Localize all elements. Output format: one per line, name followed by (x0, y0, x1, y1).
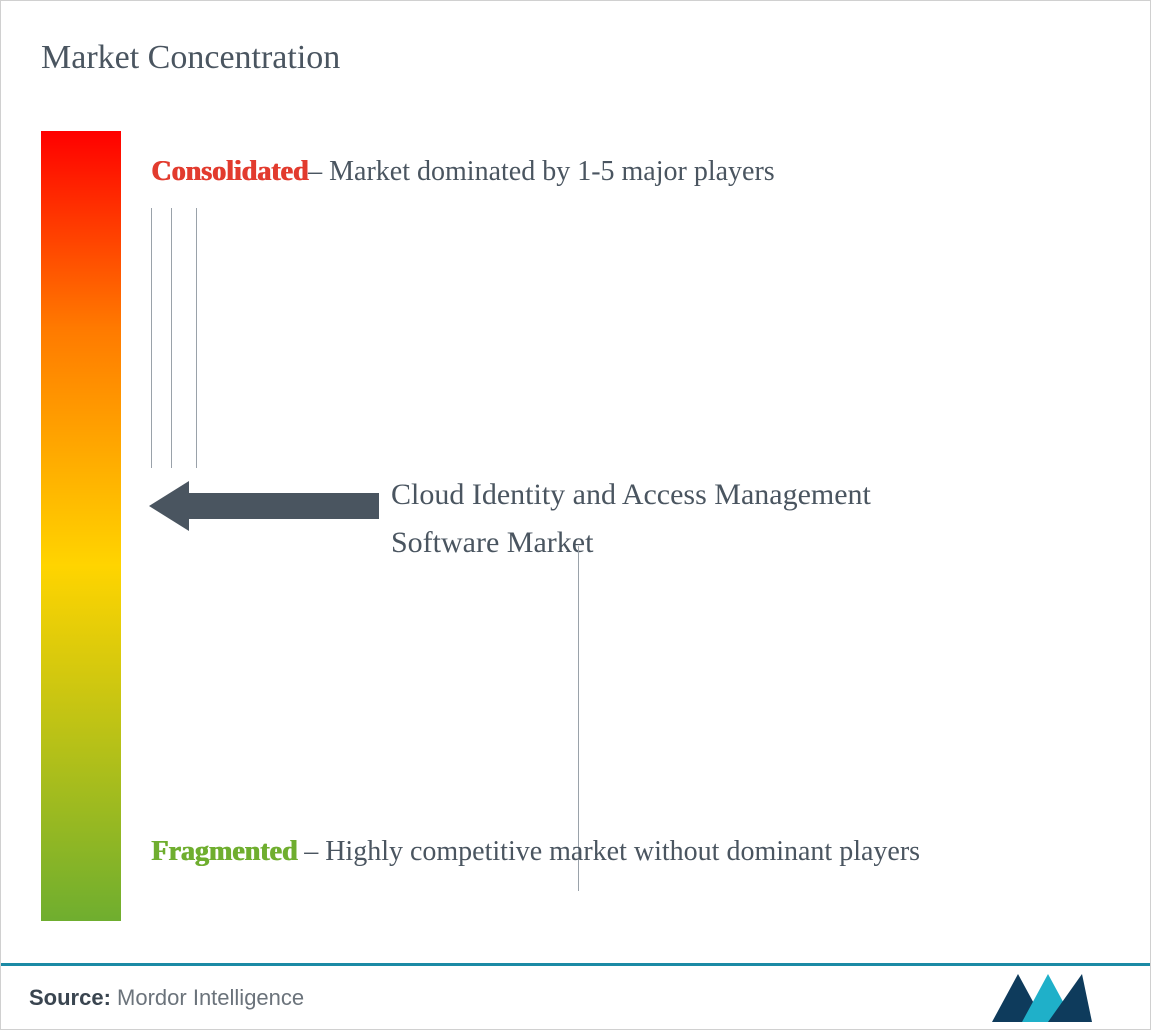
arrow-shaft (187, 493, 379, 519)
concentration-gradient-bar (41, 131, 121, 921)
market-name-label: Cloud Identity and Access Management Sof… (391, 471, 871, 567)
fragmented-description: Fragmented – Highly competitive market w… (151, 821, 951, 883)
fragmented-label: Fragmented (151, 836, 297, 867)
page-title: Market Concentration (41, 39, 340, 77)
fragmented-desc-text: – Highly competitive market without domi… (297, 836, 920, 867)
footer-bar: Source: Mordor Intelligence (1, 963, 1150, 1029)
tick-line (171, 208, 172, 468)
source-label: Source: (29, 985, 111, 1010)
tick-line (151, 208, 152, 468)
arrow-head-icon (149, 481, 189, 531)
tick-line (196, 208, 197, 468)
infographic-container: Market Concentration Consolidated– Marke… (0, 0, 1151, 1030)
consolidated-description: Consolidated– Market dominated by 1-5 ma… (151, 141, 931, 203)
consolidated-desc-text: – Market dominated by 1-5 major players (308, 156, 775, 187)
source-value: Mordor Intelligence (111, 985, 304, 1010)
source-attribution: Source: Mordor Intelligence (29, 985, 304, 1011)
mordor-logo-icon (992, 974, 1122, 1022)
position-arrow (149, 481, 379, 531)
consolidated-label: Consolidated (151, 156, 308, 187)
